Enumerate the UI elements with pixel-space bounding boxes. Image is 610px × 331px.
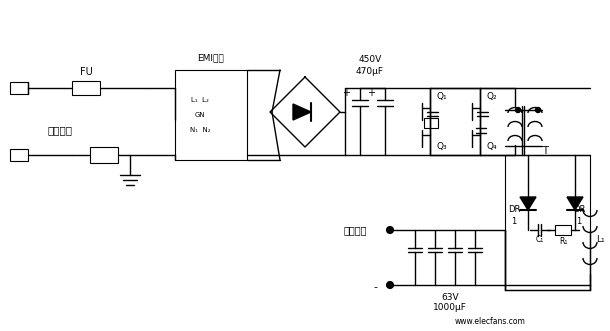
Text: Q₂: Q₂: [487, 91, 497, 101]
Polygon shape: [293, 104, 311, 120]
Text: L₁  L₂: L₁ L₂: [191, 97, 209, 103]
Text: 直流輸出: 直流輸出: [343, 225, 367, 235]
Text: 交流輸入: 交流輸入: [48, 125, 73, 135]
Text: GN: GN: [195, 112, 206, 118]
Text: DR: DR: [508, 206, 520, 214]
Text: R₁: R₁: [559, 238, 567, 247]
Text: DR: DR: [573, 206, 585, 214]
Text: 470μF: 470μF: [356, 68, 384, 76]
Circle shape: [387, 226, 393, 233]
Text: L₁: L₁: [596, 235, 605, 245]
Text: 1000μF: 1000μF: [433, 303, 467, 311]
Bar: [505, 155, 590, 290]
Bar: [72, 81, 100, 95]
Circle shape: [515, 108, 520, 113]
Bar: [10, 149, 28, 161]
Circle shape: [536, 108, 540, 113]
Text: 450V: 450V: [359, 56, 382, 65]
Circle shape: [387, 281, 393, 289]
Bar: [90, 147, 118, 163]
Polygon shape: [520, 197, 536, 210]
Text: EMI濾波: EMI濾波: [198, 54, 224, 63]
Text: 63V: 63V: [441, 293, 459, 302]
Text: Q₁: Q₁: [437, 91, 447, 101]
Text: +: +: [367, 88, 375, 98]
Polygon shape: [567, 197, 583, 210]
Bar: [175, 70, 247, 160]
Text: +: +: [342, 88, 350, 98]
Text: C₁: C₁: [536, 235, 544, 245]
Text: www.elecfans.com: www.elecfans.com: [454, 317, 525, 326]
Text: T: T: [542, 146, 548, 156]
Bar: [10, 82, 28, 94]
Text: FU: FU: [80, 67, 92, 77]
Text: -: -: [373, 282, 377, 292]
Text: 1: 1: [576, 216, 581, 225]
Text: N₁  N₂: N₁ N₂: [190, 127, 210, 133]
Bar: [555, 225, 571, 235]
Bar: [424, 118, 438, 128]
Text: 1: 1: [511, 216, 517, 225]
Text: Q₃: Q₃: [437, 143, 447, 152]
Text: Q₄: Q₄: [487, 143, 497, 152]
